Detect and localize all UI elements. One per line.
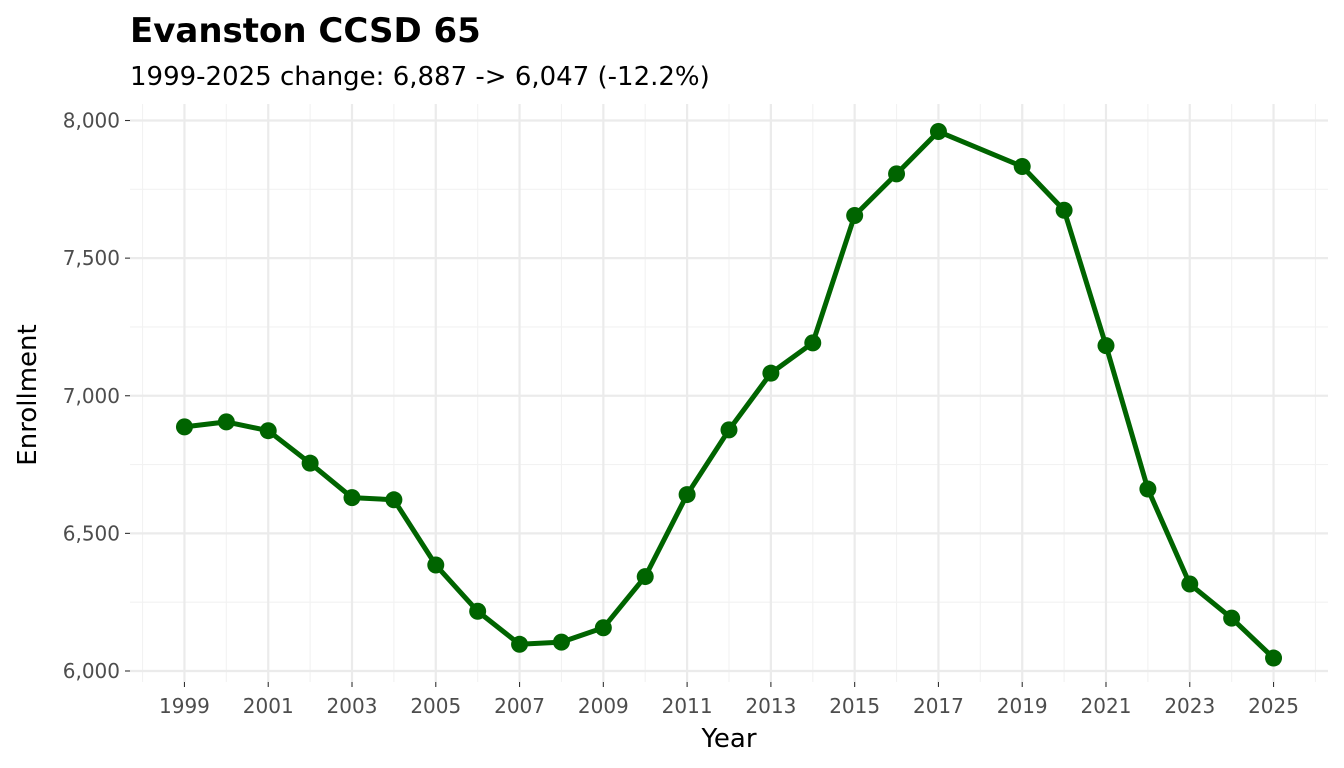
data-point (804, 334, 822, 352)
y-tick-label: 8,000 (63, 109, 120, 133)
data-point (678, 486, 696, 504)
x-axis: 1999 2001 2003 2005 2007 2009 2011 2013 2015 2017… (159, 682, 1299, 718)
data-point (469, 602, 487, 620)
x-tick-label: 2019 (997, 694, 1048, 718)
y-tick-label: 6,000 (63, 659, 120, 683)
data-point (846, 206, 864, 224)
x-tick-label: 2001 (243, 694, 294, 718)
y-tick-label: 6,500 (63, 521, 120, 545)
chart-subtitle: 1999-2025 change: 6,887 -> 6,047 (-12.2%… (130, 62, 710, 92)
x-tick-label: 2005 (410, 694, 461, 718)
data-point (217, 413, 235, 431)
y-tick-label: 7,500 (63, 246, 120, 270)
data-point (1139, 480, 1157, 498)
data-point (301, 454, 319, 472)
x-tick-label: 2007 (494, 694, 545, 718)
grid (130, 104, 1328, 682)
x-tick-label: 2023 (1164, 694, 1215, 718)
x-tick-label: 2013 (745, 694, 796, 718)
data-point (259, 422, 277, 440)
data-point (1013, 157, 1031, 175)
data-point (636, 568, 654, 586)
data-point (511, 635, 529, 653)
data-point (888, 165, 906, 183)
chart-title: Evanston CCSD 65 (130, 11, 481, 51)
data-point (385, 491, 403, 509)
series (175, 123, 1283, 667)
x-tick-label: 2025 (1248, 694, 1299, 718)
data-point (1097, 337, 1115, 355)
data-point (343, 489, 361, 507)
data-point (552, 633, 570, 651)
x-tick-label: 1999 (159, 694, 210, 718)
data-point (1223, 609, 1241, 627)
x-tick-label: 2011 (662, 694, 713, 718)
x-tick-label: 2009 (578, 694, 629, 718)
data-point (762, 364, 780, 382)
data-point (1055, 201, 1073, 219)
data-point (720, 421, 738, 439)
data-point (929, 123, 947, 141)
data-point (427, 556, 445, 574)
data-point (594, 619, 612, 637)
y-tick-label: 7,000 (63, 384, 120, 408)
x-tick-label: 2021 (1081, 694, 1132, 718)
y-axis: 6,000 6,500 7,000 7,500 8,000 (63, 109, 130, 683)
data-point (1265, 649, 1283, 667)
x-tick-label: 2015 (829, 694, 880, 718)
x-tick-label: 2017 (913, 694, 964, 718)
y-axis-title: Enrollment (13, 324, 43, 465)
data-point (1181, 575, 1199, 593)
data-point (175, 418, 193, 436)
x-tick-label: 2003 (327, 694, 378, 718)
x-axis-title: Year (700, 724, 756, 754)
